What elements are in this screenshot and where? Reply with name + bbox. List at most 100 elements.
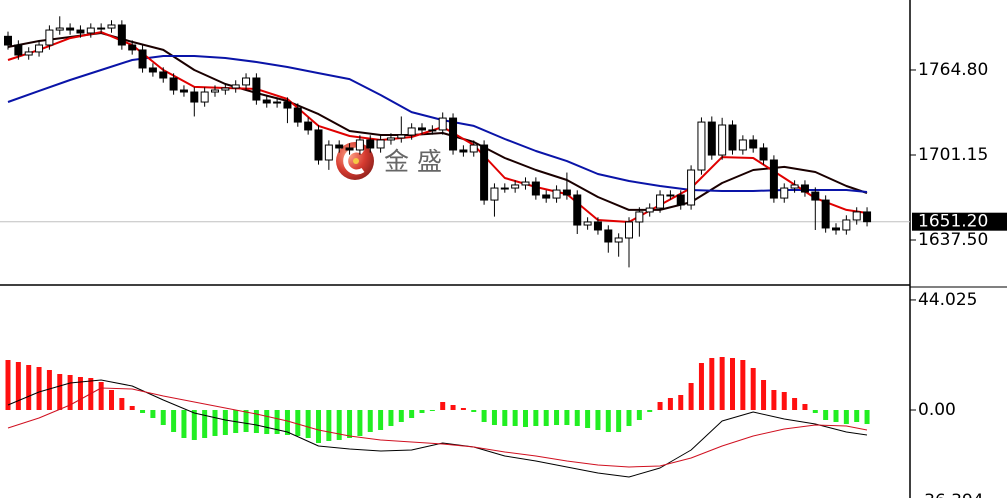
macd-bar	[98, 382, 104, 410]
macd-bar	[854, 410, 860, 422]
candle-body	[542, 194, 551, 199]
macd-bar	[595, 410, 601, 430]
macd-bar	[150, 410, 156, 418]
last-price-box	[912, 212, 1007, 231]
macd-bar	[367, 410, 373, 432]
macd-bar	[626, 410, 632, 426]
macd-bar	[171, 410, 177, 432]
candle-body	[407, 127, 416, 136]
macd-bar	[709, 358, 715, 410]
candle-body	[842, 219, 851, 231]
macd-bar	[305, 410, 311, 438]
y-tick-label: 0.00	[918, 400, 956, 420]
candle-body	[107, 24, 116, 29]
macd-bar	[740, 360, 746, 410]
candle-body	[314, 129, 323, 161]
candle-body	[459, 149, 468, 153]
candle-body	[656, 194, 665, 209]
candle-body	[86, 27, 95, 34]
candle-body	[625, 221, 633, 239]
candle-body	[852, 211, 861, 221]
candle-body	[397, 134, 406, 139]
candle-body	[449, 117, 458, 151]
macd-bar	[616, 410, 622, 432]
y-tick-label: 1701.15	[918, 145, 988, 165]
macd-bar	[523, 410, 528, 427]
candle-body	[324, 144, 333, 161]
macd-bar	[564, 410, 570, 425]
macd-bar	[316, 410, 321, 443]
candle-body	[552, 189, 561, 199]
macd-bar	[336, 410, 342, 440]
macd-bar	[512, 410, 518, 426]
macd-bar	[781, 392, 787, 410]
candle-body	[35, 44, 44, 53]
macd-bar	[15, 362, 21, 410]
macd-bar	[243, 410, 249, 432]
macd-bar	[419, 410, 425, 413]
candle-body	[635, 211, 644, 223]
macd-bar	[264, 410, 270, 434]
candle-body	[55, 27, 64, 31]
candle-body	[304, 121, 313, 131]
candle-body	[500, 187, 509, 190]
macd-bar	[119, 398, 125, 410]
macd-bar	[554, 410, 560, 425]
macd-bar	[26, 365, 32, 410]
candle-body	[179, 89, 188, 93]
indicator-line	[7, 31, 868, 223]
candle-body	[438, 117, 447, 131]
macd-bar	[833, 410, 839, 422]
candle-body	[138, 49, 147, 69]
macd-bar	[574, 410, 580, 426]
candle-body	[769, 159, 778, 199]
last-price-label: 1651.20	[918, 212, 988, 232]
candle-body	[614, 237, 623, 243]
candle-body	[386, 137, 395, 141]
macd-bar	[678, 395, 684, 410]
macd-bar	[667, 398, 673, 410]
candle-body	[66, 27, 75, 31]
candle-body	[531, 181, 540, 196]
macd-bar	[719, 357, 725, 410]
candle-body	[14, 44, 23, 56]
y-tick-label: 1764.80	[918, 60, 988, 80]
candle-body	[697, 121, 706, 171]
candle-body	[355, 139, 364, 151]
macd-bar	[605, 410, 611, 432]
candle-body	[24, 51, 33, 56]
macd-bar	[202, 410, 208, 438]
macd-bar	[657, 402, 663, 410]
macd-bar	[46, 370, 52, 410]
macd-bar	[222, 410, 228, 435]
y-tick-label: 44.025	[918, 290, 977, 310]
macd-bar	[471, 410, 477, 412]
macd-bar	[253, 410, 259, 433]
candle-body	[428, 129, 437, 132]
candle-body	[97, 27, 106, 30]
macd-bar	[688, 383, 694, 410]
candle-body	[148, 67, 157, 73]
macd-bar	[160, 410, 166, 425]
y-tick-label: 1637.50	[918, 230, 988, 250]
candle-body	[583, 221, 592, 226]
macd-bar	[533, 410, 539, 426]
candle-body	[593, 221, 602, 231]
macd-bar	[140, 410, 146, 413]
candle-body	[490, 187, 499, 201]
macd-bar	[5, 360, 11, 410]
candle-body	[45, 29, 54, 46]
candle-body	[728, 124, 737, 151]
macd-bar	[274, 410, 280, 434]
macd-bar	[388, 410, 394, 426]
macd-bar	[378, 410, 384, 430]
macd-bar	[295, 410, 301, 436]
candle-body	[666, 194, 675, 197]
candle-body	[469, 144, 478, 153]
macd-bar	[181, 410, 187, 438]
candle-body	[376, 139, 385, 149]
macd-bar	[843, 410, 849, 424]
macd-bar	[429, 410, 435, 411]
macd-bar	[864, 410, 870, 424]
